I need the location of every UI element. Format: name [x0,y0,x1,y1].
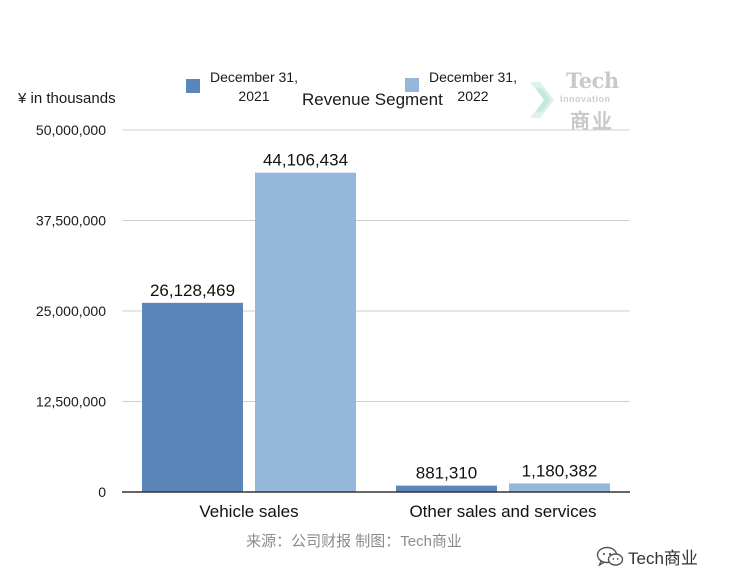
x-category-label: Other sales and services [409,502,596,521]
legend-swatch-2022 [405,78,419,92]
bar-value-label: 1,180,382 [522,461,598,480]
y-tick-label: 25,000,000 [36,303,106,319]
legend-swatch-2021 [186,79,200,93]
bar-value-label: 26,128,469 [150,281,235,300]
bar-value-label: 44,106,434 [263,151,348,170]
y-tick-label: 12,500,000 [36,394,106,410]
x-category-label: Vehicle sales [199,502,298,521]
watermark-sub: Innovation [560,94,611,104]
legend-label-2021: December 31, 2021 [210,69,298,104]
bar [142,302,243,492]
watermark-word: Tech [566,68,619,93]
legend-label-2022: December 31, 2022 [429,69,517,104]
y-axis-unit-label: ¥ in thousands [18,90,116,107]
bar [255,172,356,492]
wechat-icon [596,546,624,567]
account-name: Tech商业 [628,549,698,568]
y-tick-label: 50,000,000 [36,122,106,138]
source-caption: 来源：公司财报 制图：Tech商业 [246,533,462,550]
bar-value-label: 881,310 [416,464,477,483]
watermark-cn: 商业 [570,111,614,133]
tech-watermark-logo: Tech Innovation 商业 [528,68,628,133]
bar [396,485,497,492]
bar [509,483,610,492]
watermark-arrow-icon [530,82,554,118]
y-tick-label: 37,500,000 [36,213,106,229]
y-tick-label: 0 [98,484,106,500]
chart-title: Revenue Segment [302,90,443,109]
